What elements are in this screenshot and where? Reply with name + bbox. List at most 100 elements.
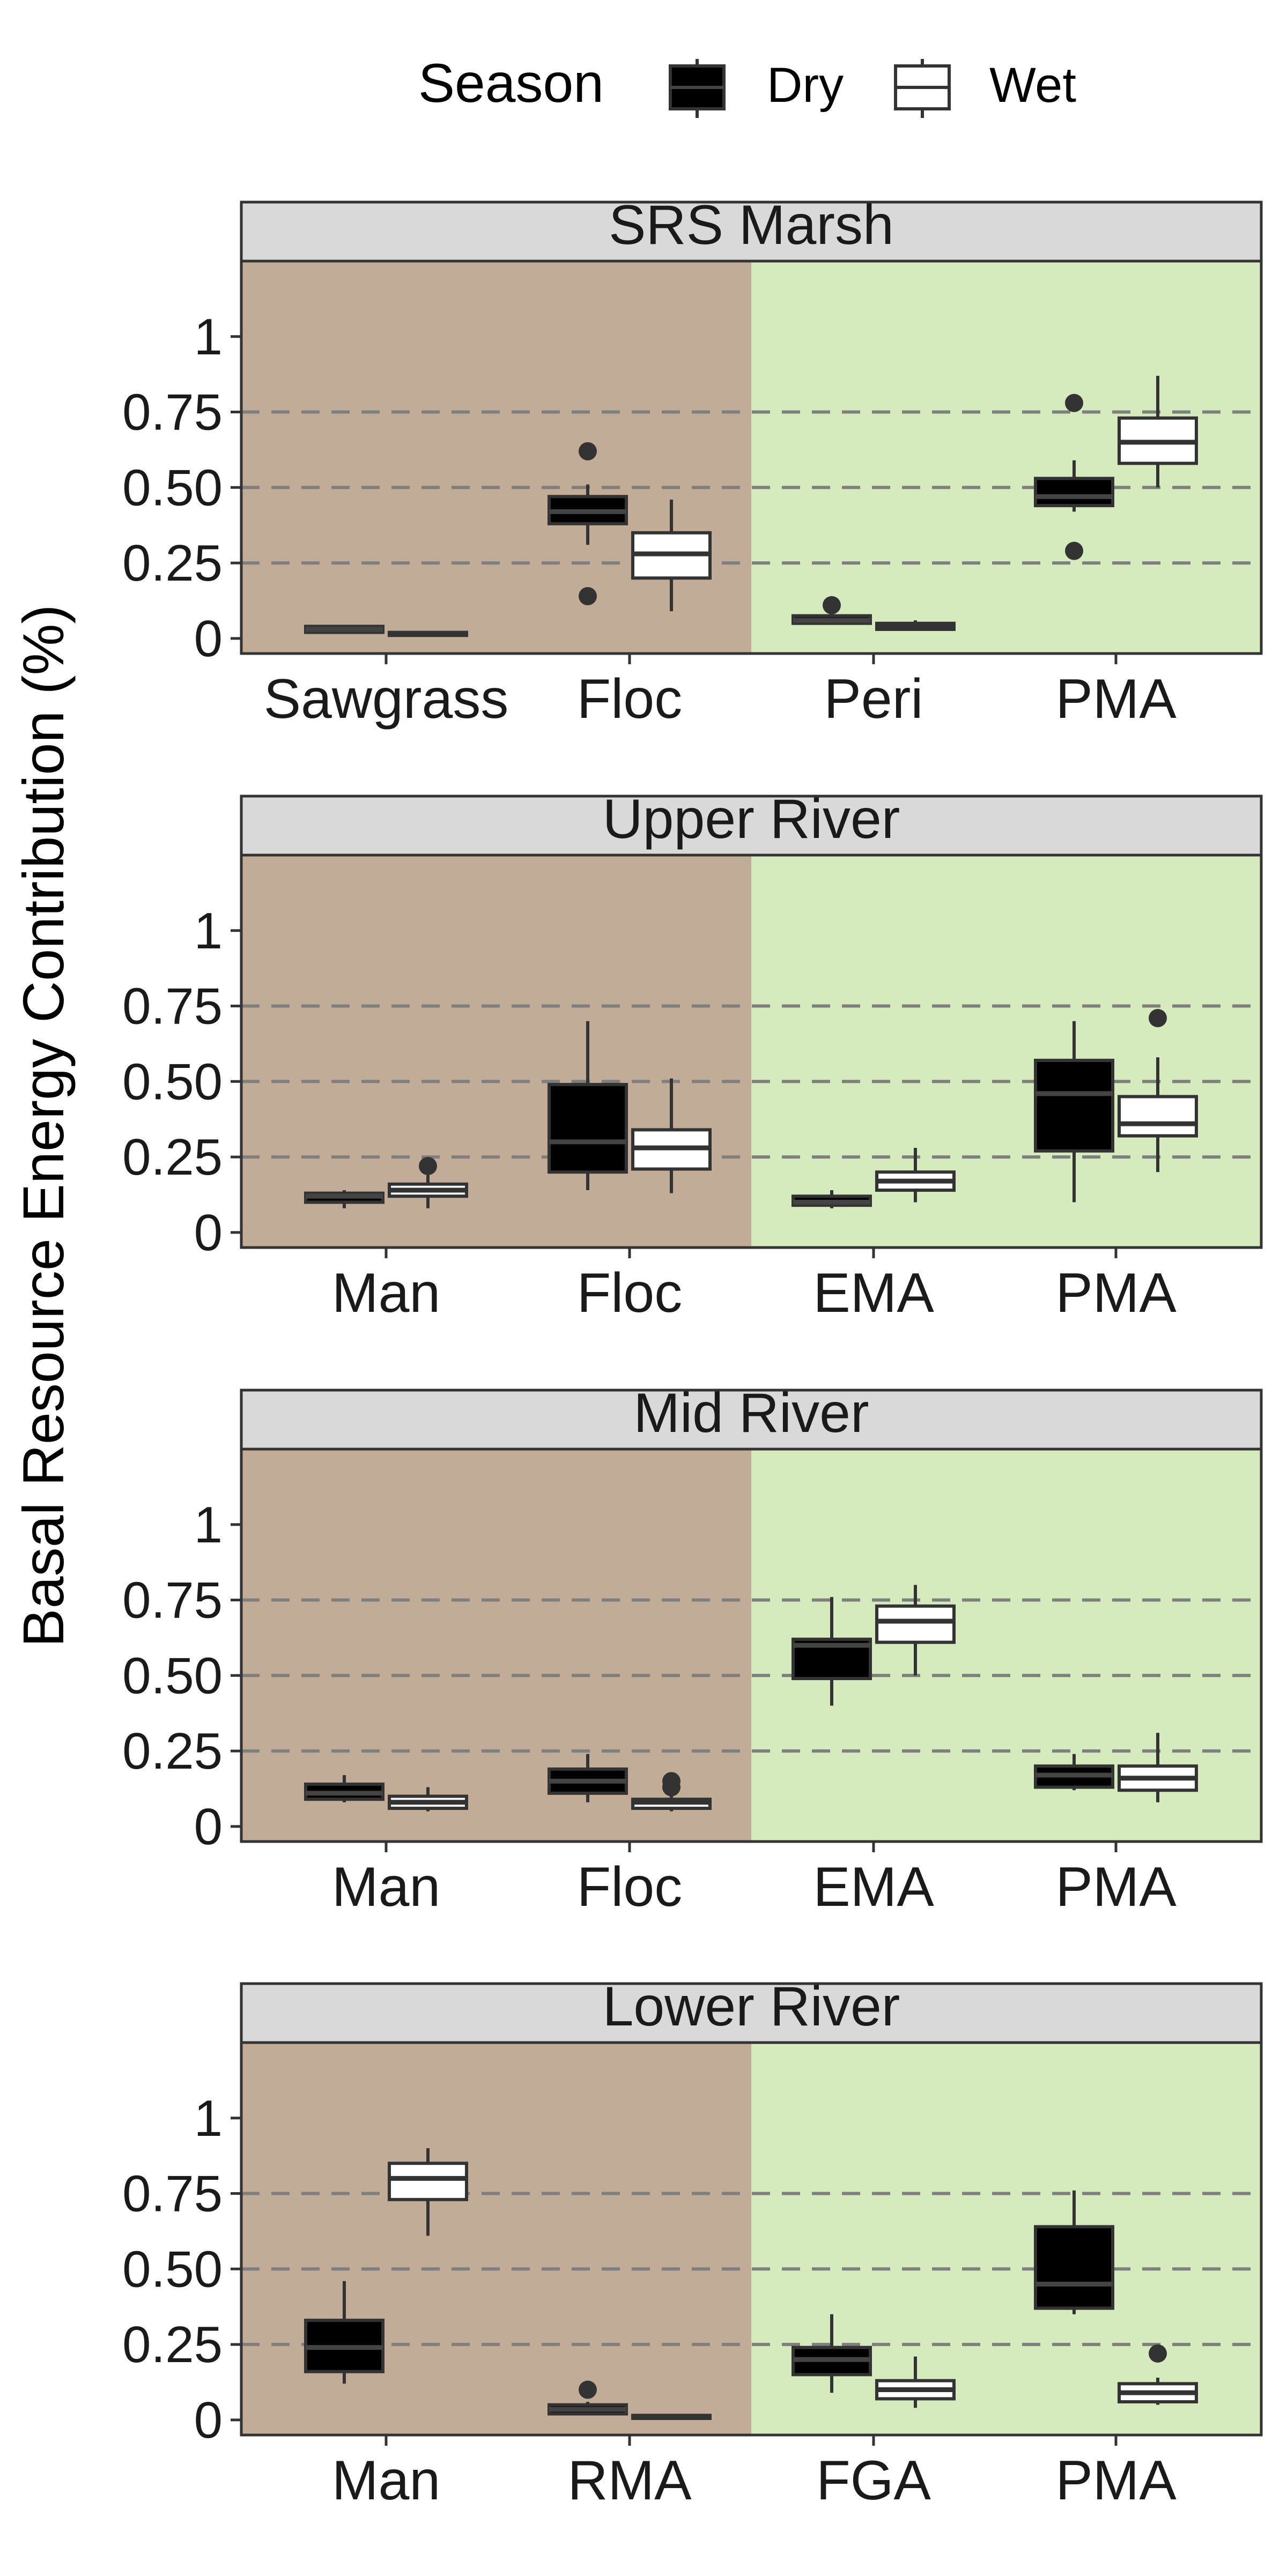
panel-mid-river: Mid River 0 0.25 0.50 0.75 1 Man Floc EMA PMA	[122, 1382, 1263, 1918]
outlier-point	[823, 596, 841, 614]
panel-strip	[240, 795, 1263, 857]
y-tick-label: 0.50	[122, 459, 223, 516]
box-man-wet	[388, 2148, 468, 2236]
box-ema-wet	[875, 1585, 956, 1676]
box-floc-wet	[631, 1772, 712, 1812]
x-tick-label: Sawgrass	[264, 668, 509, 730]
box-body	[875, 1604, 956, 1644]
x-tick-label: PMA	[1055, 1856, 1177, 1918]
outlier-point	[579, 2380, 597, 2399]
box-man-wet	[388, 1156, 468, 1208]
outlier-point	[579, 587, 597, 606]
box-peri-wet	[875, 620, 956, 631]
box-pma-dry	[1034, 1021, 1114, 1202]
outlier-point	[1149, 2344, 1167, 2363]
legend-label-wet: Wet	[989, 58, 1076, 113]
y-tick-label: 0.25	[122, 1723, 223, 1780]
x-tick-label: Floc	[577, 1262, 682, 1324]
x-tick-label: PMA	[1055, 2449, 1177, 2512]
panel-lower-river: Lower River 0 0.25 0.50 0.75 1 Man RMA FGA PMA	[122, 1976, 1263, 2512]
box-man-dry	[304, 1190, 384, 1208]
x-tick-label: FGA	[816, 2449, 931, 2512]
y-tick-label: 0.75	[122, 2165, 223, 2223]
box-body	[1034, 477, 1114, 508]
legend-label-dry: Dry	[767, 58, 844, 113]
y-tick-label: 0.50	[122, 1647, 223, 1704]
y-tick-label: 0.25	[122, 1129, 223, 1186]
box-pma-wet	[1118, 2344, 1198, 2405]
box-pma-wet	[1118, 1733, 1198, 1802]
panels: SRS Marsh 0 0.25 0.50 0.75 1 Sawgrass Floc Peri P…	[122, 194, 1263, 2512]
outlier-point	[579, 442, 597, 461]
outlier-point	[419, 1156, 437, 1175]
background-left	[241, 261, 751, 654]
background-right	[751, 855, 1261, 1248]
box-pma-dry	[1034, 2190, 1114, 2314]
panel-border	[240, 259, 1263, 655]
panel-title: Upper River	[603, 788, 900, 850]
panel-srs-marsh: SRS Marsh 0 0.25 0.50 0.75 1 Sawgrass Floc Peri P…	[122, 194, 1263, 730]
box-ema-wet	[875, 1148, 956, 1202]
x-tick-label: Man	[332, 1856, 440, 1918]
x-tick-label: Man	[332, 1262, 440, 1324]
box-fga-dry	[792, 2314, 872, 2393]
box-sawgrass-dry	[304, 625, 384, 634]
x-tick-label: RMA	[567, 2449, 692, 2512]
box-rma-dry	[548, 2380, 628, 2416]
box-rma-wet	[631, 2414, 712, 2421]
y-tick-label: 0.25	[122, 2316, 223, 2373]
x-tick-label: Floc	[577, 1856, 682, 1918]
x-tick-label: PMA	[1055, 668, 1177, 730]
y-tick-label: 1	[194, 1496, 223, 1554]
box-man-dry	[304, 2281, 384, 2384]
y-tick-label: 0	[194, 1204, 223, 1261]
panel-title: Mid River	[633, 1382, 869, 1444]
outlier-point	[1065, 541, 1083, 560]
legend-key-wet	[894, 59, 951, 118]
panel-border	[240, 853, 1263, 1249]
panel-strip	[240, 1389, 1263, 1451]
box-pma-wet	[1118, 375, 1198, 488]
panel-border	[240, 1447, 1263, 1843]
outlier-point	[1149, 1009, 1167, 1028]
box-floc-dry	[548, 1754, 628, 1802]
x-tick-label: Man	[332, 2449, 440, 2512]
box-fga-wet	[875, 2356, 956, 2408]
box-pma-dry	[1034, 394, 1114, 560]
box-sawgrass-wet	[388, 630, 468, 637]
y-tick-label: 0.75	[122, 978, 223, 1035]
y-tick-label: 0	[194, 2392, 223, 2449]
y-tick-label: 0.50	[122, 2240, 223, 2298]
outlier-point	[662, 1778, 681, 1796]
box-body	[1034, 1058, 1114, 1153]
legend-key-dry	[669, 59, 726, 118]
y-tick-label: 1	[194, 2090, 223, 2147]
panel-title: SRS Marsh	[609, 194, 894, 256]
background-left	[241, 855, 751, 1248]
legend: Season Dry Wet	[418, 53, 1076, 118]
background-left	[241, 2043, 751, 2435]
x-tick-label: EMA	[813, 1262, 934, 1324]
x-tick-label: Floc	[577, 668, 682, 730]
y-tick-label: 0.25	[122, 534, 223, 592]
panel-title: Lower River	[603, 1976, 900, 2038]
y-tick-label: 0.50	[122, 1053, 223, 1110]
y-tick-label: 0.75	[122, 1572, 223, 1629]
box-pma-wet	[1118, 1009, 1198, 1172]
y-tick-label: 1	[194, 902, 223, 960]
box-ema-dry	[792, 1190, 872, 1208]
box-body	[1034, 2225, 1114, 2310]
box-body	[1118, 1095, 1198, 1138]
box-man-dry	[304, 1775, 384, 1802]
y-axis-label: Basal Resource Energy Contribution (%)	[11, 605, 76, 1647]
legend-title: Season	[418, 53, 604, 114]
y-tick-label: 0.75	[122, 384, 223, 441]
panel-upper-river: Upper River 0 0.25 0.50 0.75 1 Man Floc EMA PMA	[122, 788, 1263, 1324]
x-tick-label: EMA	[813, 1856, 934, 1918]
y-tick-label: 1	[194, 308, 223, 366]
panel-border	[240, 2041, 1263, 2437]
y-tick-label: 0	[194, 610, 223, 667]
y-tick-label: 0	[194, 1798, 223, 1855]
